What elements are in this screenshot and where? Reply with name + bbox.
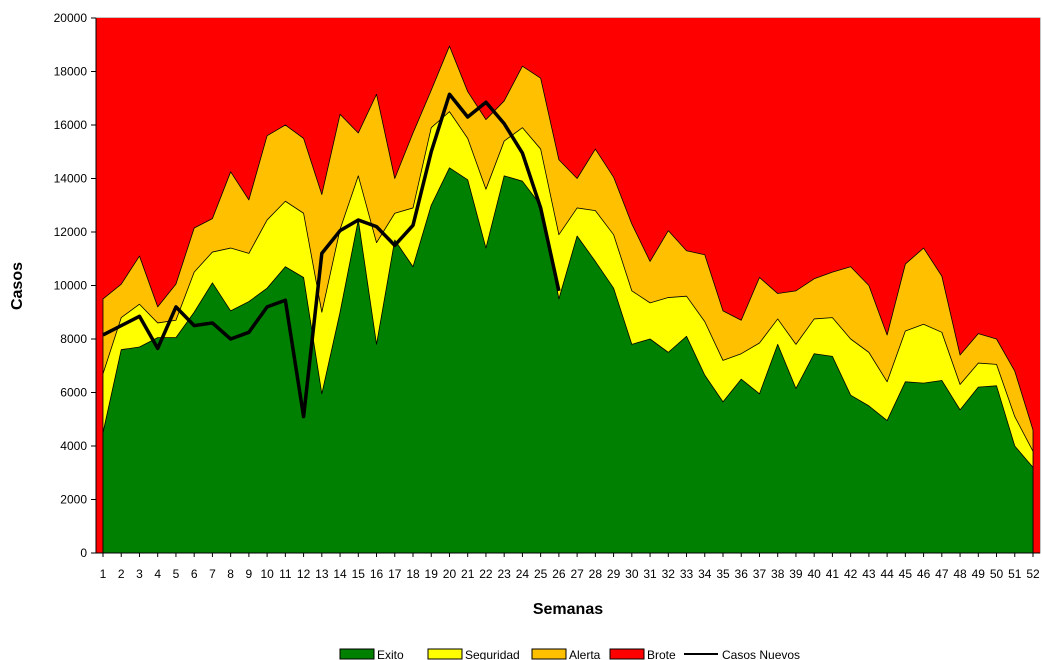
- x-tick-label: 12: [297, 567, 311, 581]
- x-tick-label: 25: [534, 567, 548, 581]
- x-tick-label: 34: [698, 567, 712, 581]
- legend-swatch: [427, 648, 463, 660]
- x-tick-label: 45: [899, 567, 913, 581]
- x-tick-label: 43: [862, 567, 876, 581]
- legend-swatch: [339, 648, 375, 660]
- legend-swatch: [531, 648, 567, 660]
- x-tick-label: 22: [479, 567, 493, 581]
- x-tick-label: 41: [826, 567, 840, 581]
- x-tick-label: 42: [844, 567, 858, 581]
- legend-label: Seguridad: [465, 648, 520, 660]
- x-tick-label: 44: [880, 567, 894, 581]
- x-axis-title: Semanas: [533, 601, 603, 618]
- x-tick-label: 24: [516, 567, 530, 581]
- x-axis: 1 2 3 4 5 6 7 8 9 10 11 12 13 14 15 16 17 18 19 20 21 22 23 24 2…: [96, 552, 1040, 581]
- x-tick-label: 18: [406, 567, 420, 581]
- x-tick-label: 46: [917, 567, 931, 581]
- y-tick-label: 8000: [60, 332, 87, 346]
- x-tick-label: 36: [735, 567, 749, 581]
- x-tick-label: 33: [680, 567, 694, 581]
- legend-item-exito: Exito: [339, 648, 404, 660]
- x-tick-label: 8: [227, 567, 234, 581]
- y-tick-label: 16000: [54, 118, 88, 132]
- x-tick-label: 39: [789, 567, 803, 581]
- x-tick-label: 30: [625, 567, 639, 581]
- x-tick-label: 31: [643, 567, 657, 581]
- y-tick-label: 10000: [54, 279, 88, 293]
- x-tick-label: 19: [425, 567, 439, 581]
- x-tick-label: 47: [935, 567, 949, 581]
- y-tick-label: 20000: [54, 11, 88, 25]
- x-tick-label: 5: [173, 567, 180, 581]
- x-tick-label: 1: [100, 567, 107, 581]
- x-tick-label: 48: [953, 567, 967, 581]
- y-axis-title: Casos: [9, 262, 26, 310]
- line-series-casos-nuevos: [102, 92, 561, 419]
- x-tick-label: 11: [279, 567, 292, 581]
- x-tick-label: 29: [607, 567, 621, 581]
- x-tick-label: 27: [570, 567, 584, 581]
- x-tick-label: 40: [807, 567, 821, 581]
- x-tick-label: 38: [771, 567, 785, 581]
- legend-swatch: [609, 648, 645, 660]
- legend-label: Casos Nuevos: [722, 648, 800, 660]
- x-tick-label: 28: [589, 567, 603, 581]
- x-tick-label: 32: [662, 567, 676, 581]
- x-tick-label: 2: [118, 567, 125, 581]
- x-tick-label: 35: [716, 567, 730, 581]
- y-axis: 0 2000 4000 6000 8000 10000 12000 14000 16000 180…: [54, 11, 97, 560]
- x-tick-label: 16: [370, 567, 384, 581]
- x-tick-label: 26: [552, 567, 566, 581]
- area-series-exito: [102, 167, 1034, 554]
- y-tick-label: 14000: [54, 172, 88, 186]
- x-tick-label: 9: [246, 567, 253, 581]
- legend-item-seguridad: Seguridad: [427, 648, 520, 660]
- x-tick-label: 15: [352, 567, 366, 581]
- x-tick-label: 51: [1008, 567, 1022, 581]
- y-tick-label: 0: [80, 546, 87, 560]
- y-tick-label: 18000: [54, 65, 88, 79]
- x-tick-label: 4: [154, 567, 161, 581]
- x-tick-label: 14: [333, 567, 347, 581]
- y-tick-label: 12000: [54, 225, 88, 239]
- plot-area: [95, 17, 1041, 554]
- legend-label: Alerta: [569, 648, 601, 660]
- x-tick-label: 52: [1026, 567, 1040, 581]
- legend-label: Brote: [647, 648, 676, 660]
- x-tick-label: 13: [315, 567, 329, 581]
- x-tick-label: 21: [461, 567, 475, 581]
- x-tick-label: 3: [136, 567, 143, 581]
- x-tick-label: 50: [990, 567, 1004, 581]
- legend: Exito Seguridad Alerta Brote Casos Nuevos: [339, 648, 800, 660]
- y-tick-label: 2000: [60, 493, 87, 507]
- legend-item-casos-nuevos: Casos Nuevos: [684, 648, 800, 660]
- y-tick-label: 6000: [60, 386, 87, 400]
- x-tick-label: 49: [972, 567, 986, 581]
- legend-item-brote: Brote: [609, 648, 676, 660]
- x-tick-label: 37: [753, 567, 767, 581]
- x-tick-label: 23: [497, 567, 511, 581]
- legend-label: Exito: [377, 648, 404, 660]
- x-tick-label: 7: [209, 567, 216, 581]
- x-tick-label: 20: [443, 567, 457, 581]
- x-tick-label: 10: [260, 567, 274, 581]
- x-tick-label: 6: [191, 567, 198, 581]
- x-tick-label: 17: [388, 567, 402, 581]
- legend-item-alerta: Alerta: [531, 648, 601, 660]
- y-tick-label: 4000: [60, 439, 87, 453]
